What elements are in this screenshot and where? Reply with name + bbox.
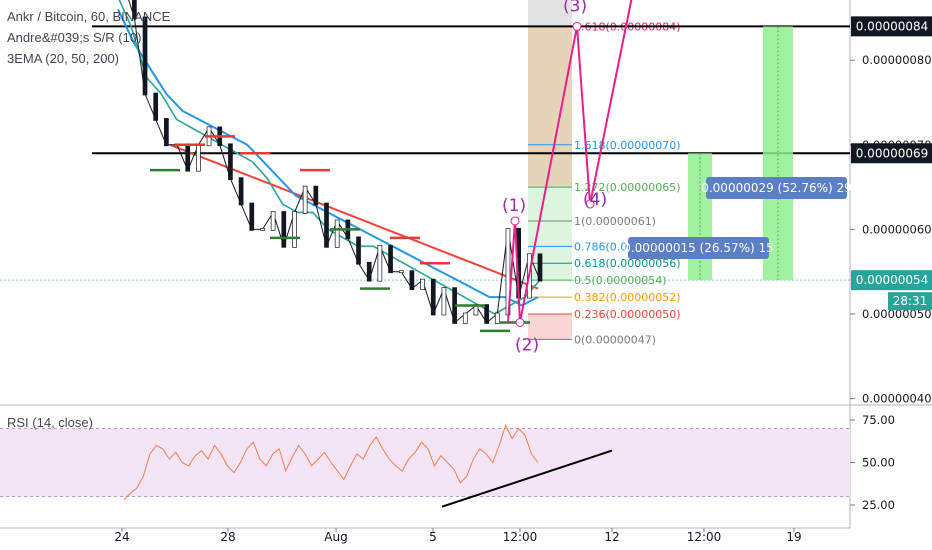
rsi-tick-label: 75.00: [862, 413, 895, 427]
candle: [132, 0, 137, 20]
legend-rsi-indicator[interactable]: RSI (14, close): [7, 415, 93, 430]
wave-point[interactable]: [572, 21, 582, 31]
candle: [313, 185, 319, 206]
ema200-line: [169, 143, 539, 290]
candle: [462, 312, 468, 324]
candle: [366, 261, 372, 282]
ema20-line: [118, 0, 541, 315]
fib-box-bottom: [528, 314, 572, 340]
candle: [420, 278, 425, 290]
legend-symbol[interactable]: Ankr / Bitcoin, 60, BINANCE: [7, 9, 171, 24]
measure-box[interactable]: [688, 153, 712, 281]
price-tag: [851, 270, 932, 291]
candle: [334, 219, 340, 248]
candle: [441, 287, 447, 316]
fib-level-label: 0.236(0.00000050): [574, 308, 681, 321]
candle: [292, 211, 297, 248]
elliott-wave-path[interactable]: [507, 0, 650, 323]
time-tick-label: 12:00: [687, 530, 722, 544]
price-line: [128, 0, 541, 324]
rsi-band: [0, 428, 850, 497]
wave-label: (4): [583, 190, 607, 210]
wave-point[interactable]: [515, 317, 525, 327]
candle: [302, 185, 308, 214]
price-tick-label: 0.00000080: [862, 53, 932, 67]
fib-level-label: 0(0.00000047): [574, 333, 656, 346]
rsi-tick-label: 25.00: [862, 498, 895, 512]
rsi-trendline[interactable]: [441, 449, 613, 508]
wave-point[interactable]: [510, 216, 520, 226]
time-tick-label: 24: [114, 530, 129, 544]
countdown-label: 28:31: [893, 294, 928, 308]
price-tag-label: 0.00000069: [856, 146, 929, 160]
fib-box-upper: [528, 0, 572, 27]
measure-tag[interactable]: [628, 237, 769, 259]
ema50-line: [117, 9, 539, 307]
price-tick-label: 0.00000060: [862, 222, 932, 236]
fib-box-mid: [528, 26, 572, 188]
candle: [356, 236, 361, 265]
fib-level-label: 1.618(0.00000070): [574, 139, 681, 152]
price-tag-label: 0.00000084: [856, 19, 929, 33]
candle: [228, 143, 233, 180]
candle: [142, 16, 148, 96]
time-tick-label: 5: [429, 530, 437, 544]
candle: [153, 92, 159, 121]
candle: [238, 177, 244, 206]
time-tick-label: 12: [604, 530, 619, 544]
candle: [537, 253, 543, 282]
legend-sr-indicator[interactable]: Andre&#039;s S/R (10): [7, 30, 142, 45]
candle: [281, 211, 287, 248]
measure-tag[interactable]: [706, 177, 847, 199]
rsi-line: [123, 423, 539, 501]
candle: [196, 143, 201, 172]
wave-label: (3): [563, 0, 587, 16]
fib-level-label: 1.272(0.00000065): [574, 181, 681, 194]
candle: [164, 118, 169, 147]
candle: [324, 202, 329, 248]
wave-label: (1): [502, 196, 526, 216]
fib-level-label: 0.5(0.00000054): [574, 274, 667, 287]
price-tag-label: 0.00000054: [856, 273, 929, 287]
fib-level-label: 0.382(0.00000052): [574, 291, 681, 304]
time-tick-label: 12:00: [503, 530, 538, 544]
candle: [430, 278, 436, 316]
price-tag: [851, 16, 932, 37]
candle: [377, 244, 383, 282]
fib-level-label: 1(0.00000061): [574, 215, 656, 228]
price-tick-label: 0.00000050: [862, 307, 932, 321]
candle: [398, 270, 404, 274]
time-tick-label: 19: [786, 530, 801, 544]
wave-point[interactable]: [585, 199, 595, 209]
rsi-tick-label: 50.00: [862, 456, 895, 470]
price-tick-label: 0.00000040: [862, 392, 932, 406]
measure-tag-label: 0.00000029 (52.76%) 29: [701, 181, 852, 195]
candle: [484, 304, 489, 324]
measure-tag-label: 0.00000015 (26.57%) 15: [623, 241, 774, 255]
wave-label: (2): [515, 335, 539, 355]
candle: [494, 312, 500, 324]
candle: [388, 244, 393, 274]
time-tick-label: 28: [220, 530, 235, 544]
fib-box-lower: [528, 187, 572, 281]
price-tag: [851, 143, 932, 164]
candle: [260, 228, 265, 231]
candle: [270, 211, 276, 231]
candle: [409, 270, 415, 290]
countdown-tag: [888, 292, 932, 311]
candle: [185, 143, 191, 172]
candle: [249, 202, 255, 231]
legend-ema-indicator[interactable]: 3EMA (20, 50, 200): [7, 51, 120, 66]
fib-level-label: 0.618(0.00000056): [574, 257, 681, 270]
time-tick-label: Aug: [324, 530, 347, 544]
